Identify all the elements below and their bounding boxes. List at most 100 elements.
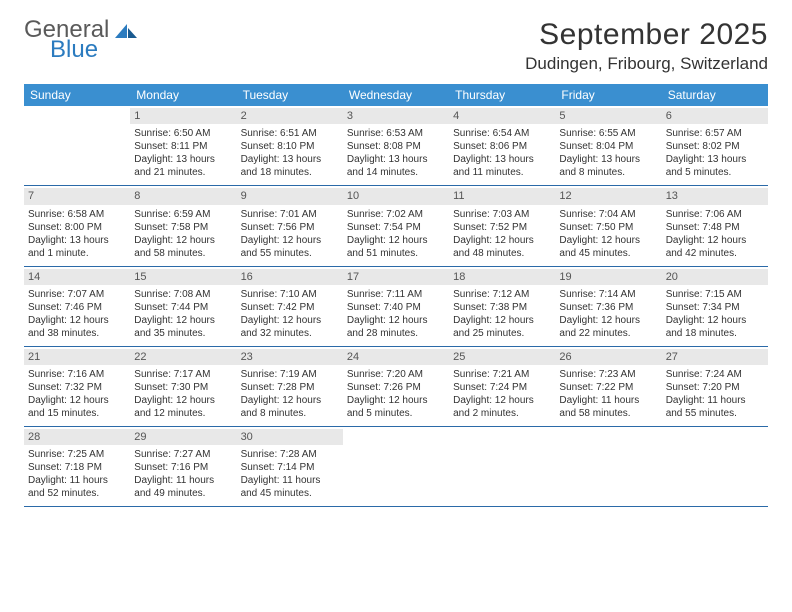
daylight-text: Daylight: 12 hours and 2 minutes.: [453, 394, 551, 420]
daylight-text: Daylight: 11 hours and 58 minutes.: [559, 394, 657, 420]
sunset-text: Sunset: 7:14 PM: [241, 461, 339, 474]
day-number: 30: [237, 429, 343, 445]
week-row: 21Sunrise: 7:16 AMSunset: 7:32 PMDayligh…: [24, 347, 768, 427]
day-cell: 7Sunrise: 6:58 AMSunset: 8:00 PMDaylight…: [24, 186, 130, 265]
daylight-text: Daylight: 13 hours and 14 minutes.: [347, 153, 445, 179]
day-cell: 25 Sunrise: 7:21 AMSunset: 7:24 PMDayligh…: [449, 347, 555, 426]
sunset-text: Sunset: 7:44 PM: [134, 301, 232, 314]
logo-text-blue: Blue: [50, 38, 98, 62]
day-cell: 18Sunrise: 7:12 AMSunset: 7:38 PMDayligh…: [449, 267, 555, 346]
sunset-text: Sunset: 8:06 PM: [453, 140, 551, 153]
day-number: 4: [449, 108, 555, 124]
sunrise-text: Sunrise: 6:55 AM: [559, 127, 657, 140]
sunset-text: Sunset: 7:22 PM: [559, 381, 657, 394]
day-cell: 1Sunrise: 6:50 AMSunset: 8:11 PMDaylight…: [130, 106, 236, 185]
weekday-header: Thursday: [449, 84, 555, 106]
daylight-text: Daylight: 12 hours and 8 minutes.: [241, 394, 339, 420]
sunset-text: Sunset: 7:36 PM: [559, 301, 657, 314]
sunset-text: Sunset: 8:04 PM: [559, 140, 657, 153]
day-cell: 29 Sunrise: 7:27 AMSunset: 7:16 PMDayligh…: [130, 427, 236, 506]
sunrise-text: Sunrise: 6:59 AM: [134, 208, 232, 221]
sunset-text: Sunset: 7:46 PM: [28, 301, 126, 314]
daylight-text: Daylight: 12 hours and 22 minutes.: [559, 314, 657, 340]
day-cell: 22Sunrise: 7:17 AMSunset: 7:30 PMDayligh…: [130, 347, 236, 426]
sunrise-text: Sunrise: 7:17 AM: [134, 368, 232, 381]
day-number: 25: [449, 349, 555, 365]
sunset-text: Sunset: 7:24 PM: [453, 381, 551, 394]
day-cell: 3Sunrise: 6:53 AMSunset: 8:08 PMDaylight…: [343, 106, 449, 185]
weekday-header: Friday: [555, 84, 661, 106]
day-cell: [24, 106, 130, 185]
day-cell: 28Sunrise: 7:25 AMSunset: 7:18 PMDayligh…: [24, 427, 130, 506]
day-number: [449, 429, 555, 431]
day-number: 7: [24, 188, 130, 204]
daylight-text: Daylight: 12 hours and 15 minutes.: [28, 394, 126, 420]
daylight-text: Daylight: 11 hours and 49 minutes.: [134, 474, 232, 500]
sunrise-text: Sunrise: 7:28 AM: [241, 448, 339, 461]
sunrise-text: Sunrise: 7:02 AM: [347, 208, 445, 221]
day-number: 17: [343, 269, 449, 285]
sunset-text: Sunset: 7:40 PM: [347, 301, 445, 314]
sunrise-text: Sunrise: 7:21 AM: [453, 368, 551, 381]
sunrise-text: Sunrise: 7:01 AM: [241, 208, 339, 221]
sunrise-text: Sunrise: 6:50 AM: [134, 127, 232, 140]
daylight-text: Daylight: 13 hours and 1 minute.: [28, 234, 126, 260]
sunset-text: Sunset: 7:42 PM: [241, 301, 339, 314]
day-cell: 6Sunrise: 6:57 AMSunset: 8:02 PMDaylight…: [662, 106, 768, 185]
day-cell: 12Sunrise: 7:04 AMSunset: 7:50 PMDayligh…: [555, 186, 661, 265]
day-cell: 4Sunrise: 6:54 AMSunset: 8:06 PMDaylight…: [449, 106, 555, 185]
daylight-text: Daylight: 12 hours and 32 minutes.: [241, 314, 339, 340]
sunset-text: Sunset: 7:58 PM: [134, 221, 232, 234]
sunrise-text: Sunrise: 7:04 AM: [559, 208, 657, 221]
sunrise-text: Sunrise: 7:08 AM: [134, 288, 232, 301]
sunset-text: Sunset: 7:54 PM: [347, 221, 445, 234]
weekday-header: Monday: [130, 84, 236, 106]
day-number: 5: [555, 108, 661, 124]
sunset-text: Sunset: 7:34 PM: [666, 301, 764, 314]
day-cell: [662, 427, 768, 506]
sunset-text: Sunset: 8:00 PM: [28, 221, 126, 234]
day-number: [662, 429, 768, 431]
day-cell: 19Sunrise: 7:14 AMSunset: 7:36 PMDayligh…: [555, 267, 661, 346]
day-number: 14: [24, 269, 130, 285]
day-cell: 17Sunrise: 7:11 AMSunset: 7:40 PMDayligh…: [343, 267, 449, 346]
day-number: 15: [130, 269, 236, 285]
weeks-container: 1Sunrise: 6:50 AMSunset: 8:11 PMDaylight…: [24, 106, 768, 507]
sunrise-text: Sunrise: 7:27 AM: [134, 448, 232, 461]
sunrise-text: Sunrise: 7:24 AM: [666, 368, 764, 381]
day-number: 22: [130, 349, 236, 365]
sunrise-text: Sunrise: 7:19 AM: [241, 368, 339, 381]
day-number: 13: [662, 188, 768, 204]
daylight-text: Daylight: 12 hours and 58 minutes.: [134, 234, 232, 260]
day-number: 11: [449, 188, 555, 204]
daylight-text: Daylight: 12 hours and 48 minutes.: [453, 234, 551, 260]
daylight-text: Daylight: 11 hours and 52 minutes.: [28, 474, 126, 500]
sunrise-text: Sunrise: 7:10 AM: [241, 288, 339, 301]
sunrise-text: Sunrise: 6:57 AM: [666, 127, 764, 140]
day-cell: 11Sunrise: 7:03 AMSunset: 7:52 PMDayligh…: [449, 186, 555, 265]
weekday-header: Tuesday: [237, 84, 343, 106]
day-number: 10: [343, 188, 449, 204]
sunset-text: Sunset: 8:10 PM: [241, 140, 339, 153]
sunrise-text: Sunrise: 7:23 AM: [559, 368, 657, 381]
weekday-header: Sunday: [24, 84, 130, 106]
daylight-text: Daylight: 11 hours and 55 minutes.: [666, 394, 764, 420]
day-number: 20: [662, 269, 768, 285]
day-cell: 20Sunrise: 7:15 AMSunset: 7:34 PMDayligh…: [662, 267, 768, 346]
week-row: 14Sunrise: 7:07 AMSunset: 7:46 PMDayligh…: [24, 267, 768, 347]
day-cell: 26Sunrise: 7:23 AMSunset: 7:22 PMDayligh…: [555, 347, 661, 426]
day-number: 12: [555, 188, 661, 204]
day-number: 29: [130, 429, 236, 445]
sunrise-text: Sunrise: 6:54 AM: [453, 127, 551, 140]
sunrise-text: Sunrise: 7:14 AM: [559, 288, 657, 301]
daylight-text: Daylight: 13 hours and 21 minutes.: [134, 153, 232, 179]
daylight-text: Daylight: 13 hours and 5 minutes.: [666, 153, 764, 179]
sunrise-text: Sunrise: 6:53 AM: [347, 127, 445, 140]
daylight-text: Daylight: 12 hours and 12 minutes.: [134, 394, 232, 420]
daylight-text: Daylight: 13 hours and 18 minutes.: [241, 153, 339, 179]
day-cell: [343, 427, 449, 506]
day-number: 3: [343, 108, 449, 124]
sunset-text: Sunset: 7:16 PM: [134, 461, 232, 474]
day-number: 18: [449, 269, 555, 285]
day-number: 16: [237, 269, 343, 285]
